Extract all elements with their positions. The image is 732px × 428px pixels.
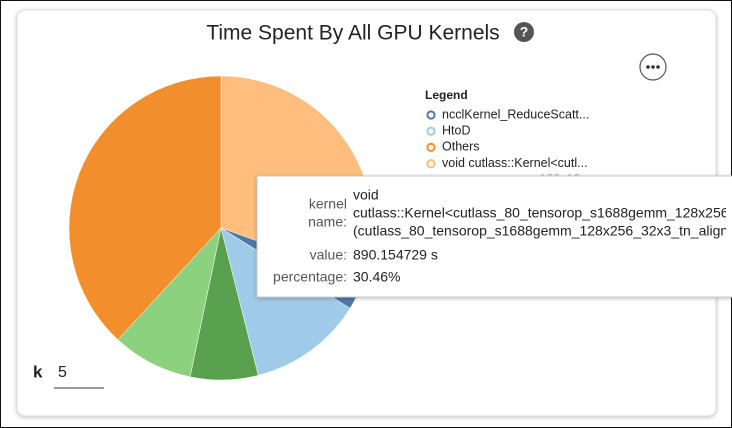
pie-slice <box>68 75 222 341</box>
k-input[interactable]: k 5 <box>33 362 104 389</box>
tooltip-text: void <box>353 187 379 203</box>
tooltip-label: value: <box>310 247 347 263</box>
legend-item: ncclKernel_ReduceScatt... <box>426 107 589 121</box>
help-icon[interactable]: ? <box>514 22 534 42</box>
tooltip-text: cutlass::Kernel<cutlass_80_tensorop_s168… <box>353 205 732 221</box>
legend-item: void cutlass::Kernel<cutl... <box>426 156 588 170</box>
legend-marker <box>426 110 436 120</box>
more-button[interactable] <box>639 53 667 81</box>
tooltip-text: 30.46% <box>353 269 400 285</box>
svg-text:?: ? <box>520 24 529 40</box>
legend-marker <box>426 159 436 169</box>
chart-title: Time Spent By All GPU Kernels <box>206 22 499 45</box>
legend-item: Others <box>426 140 480 154</box>
k-label: k <box>33 362 43 381</box>
tooltip-label: name: <box>308 214 347 230</box>
tooltip-label: kernel <box>309 196 347 212</box>
tooltip-text: (cutlass_80_tensorop_s1688gemm_128x256_3… <box>353 223 732 239</box>
tooltip-box <box>256 175 732 298</box>
legend-marker <box>426 126 436 136</box>
tooltip-text: 890.154729 s <box>353 247 438 263</box>
legend-label: Others <box>442 140 480 154</box>
legend-label: HtoD <box>442 123 470 137</box>
tooltip: kernel name: void cutlass::Kernel<cutlas… <box>256 175 732 298</box>
pie-slice <box>220 227 351 376</box>
legend-marker <box>426 142 436 152</box>
tooltip-label: percentage: <box>273 269 347 285</box>
legend-label: ncclKernel_ReduceScatt... <box>442 107 589 121</box>
legend-title: Legend <box>425 88 468 102</box>
legend-label: void cutlass::Kernel<cutl... <box>442 156 588 170</box>
k-value: 5 <box>58 364 67 381</box>
legend-item: HtoD <box>426 123 470 137</box>
